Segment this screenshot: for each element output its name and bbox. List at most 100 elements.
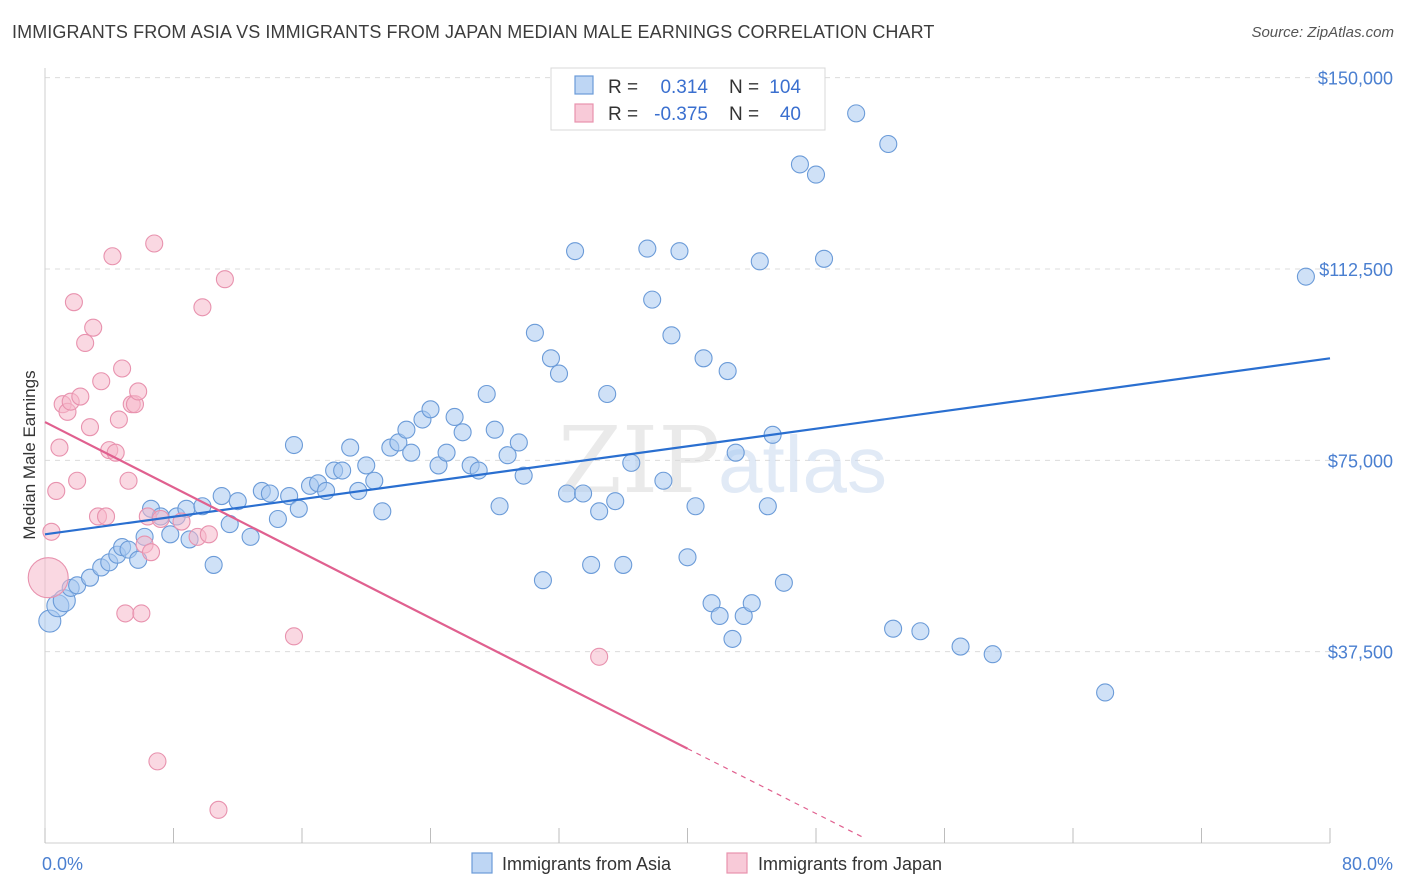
data-point	[241, 527, 260, 546]
data-point	[557, 484, 577, 503]
legend-n-label-japan: N =	[729, 104, 759, 125]
data-point	[750, 252, 769, 271]
legend-n-label-asia: N =	[729, 77, 759, 98]
data-point	[758, 497, 777, 516]
data-point	[64, 293, 83, 312]
data-point	[333, 461, 352, 480]
chart-title: IMMIGRANTS FROM ASIA VS IMMIGRANTS FROM …	[12, 22, 935, 42]
data-point	[365, 471, 384, 490]
series-legend-label-japan: Immigrants from Japan	[758, 854, 942, 874]
data-point	[643, 290, 662, 309]
data-point	[113, 359, 132, 378]
data-point	[289, 499, 308, 518]
data-point	[119, 471, 138, 490]
data-point	[686, 497, 705, 516]
data-point	[103, 247, 122, 266]
data-point	[228, 492, 247, 511]
axes	[44, 68, 1331, 844]
data-point	[268, 509, 287, 529]
data-point	[951, 637, 970, 656]
data-point	[662, 326, 681, 345]
data-point	[129, 382, 148, 401]
series-asia-points	[38, 104, 1315, 702]
data-point	[71, 387, 90, 406]
data-point	[27, 557, 69, 599]
data-point	[541, 349, 561, 368]
x-tick-labels: 0.0% 80.0%	[42, 854, 1393, 874]
legend-swatch-japan	[574, 103, 594, 123]
data-point	[485, 420, 504, 439]
y-tick-label: $75,000	[1328, 451, 1393, 471]
data-point	[193, 298, 212, 317]
y-tick-labels: $37,500 $75,000 $112,500 $150,000	[1318, 69, 1393, 663]
data-point	[514, 466, 533, 485]
data-point	[678, 548, 697, 567]
legend-r-value-asia: 0.314	[660, 77, 708, 98]
data-point	[260, 484, 279, 503]
data-point	[132, 604, 151, 623]
stats-legend: R = 0.314 N = 104 R = -0.375 N = 40	[550, 67, 826, 131]
series-legend-swatch-asia	[471, 852, 493, 874]
data-point	[389, 433, 408, 452]
data-point	[525, 323, 544, 342]
data-point	[806, 165, 826, 184]
data-point	[215, 270, 234, 289]
data-point	[1096, 683, 1115, 702]
data-point	[1296, 267, 1315, 286]
trend-lines	[44, 357, 1331, 839]
trend-line-japan	[44, 421, 688, 750]
data-point	[710, 606, 729, 626]
legend-r-value-japan: -0.375	[654, 104, 708, 125]
source-credit: Source: ZipAtlas.com	[1251, 24, 1394, 41]
legend-swatch-asia	[574, 75, 594, 95]
trend-line-extension	[687, 748, 865, 839]
data-point	[145, 234, 164, 253]
data-point	[212, 486, 231, 506]
data-point	[50, 438, 69, 457]
data-point	[742, 594, 761, 613]
data-point	[84, 318, 103, 337]
grid-lines	[45, 77, 1330, 653]
data-point	[614, 555, 633, 574]
data-point	[723, 629, 742, 648]
data-point	[590, 502, 609, 521]
data-point	[402, 443, 421, 462]
data-point	[598, 384, 617, 404]
data-point	[566, 242, 585, 261]
data-point	[477, 384, 496, 404]
data-point	[429, 456, 448, 475]
y-tick-label: $37,500	[1328, 643, 1393, 663]
data-point	[694, 349, 713, 368]
data-point	[80, 418, 100, 437]
series-legend: Immigrants from Asia Immigrants from Jap…	[471, 852, 942, 874]
data-point	[622, 453, 641, 472]
data-point	[68, 471, 87, 490]
data-point	[96, 507, 116, 526]
data-point	[911, 622, 930, 641]
data-point	[509, 433, 528, 452]
data-point	[533, 571, 552, 590]
data-point	[814, 249, 834, 268]
data-point	[453, 423, 472, 442]
data-point	[92, 372, 111, 391]
data-point	[590, 647, 609, 666]
data-point	[638, 239, 657, 258]
legend-box	[550, 67, 826, 131]
data-point	[726, 443, 745, 462]
data-point	[702, 594, 721, 613]
data-point	[574, 484, 593, 503]
data-point	[421, 400, 440, 419]
data-point	[582, 555, 601, 574]
data-point	[172, 512, 191, 531]
x-tick-label: 0.0%	[42, 854, 83, 874]
data-point	[199, 525, 218, 544]
data-point	[47, 481, 66, 500]
y-axis-title: Median Male Earnings	[20, 370, 39, 539]
data-point	[373, 502, 392, 521]
data-point	[284, 627, 304, 646]
data-point	[847, 104, 866, 123]
data-point	[490, 497, 509, 516]
series-legend-label-asia: Immigrants from Asia	[502, 854, 672, 874]
data-point	[80, 568, 100, 587]
